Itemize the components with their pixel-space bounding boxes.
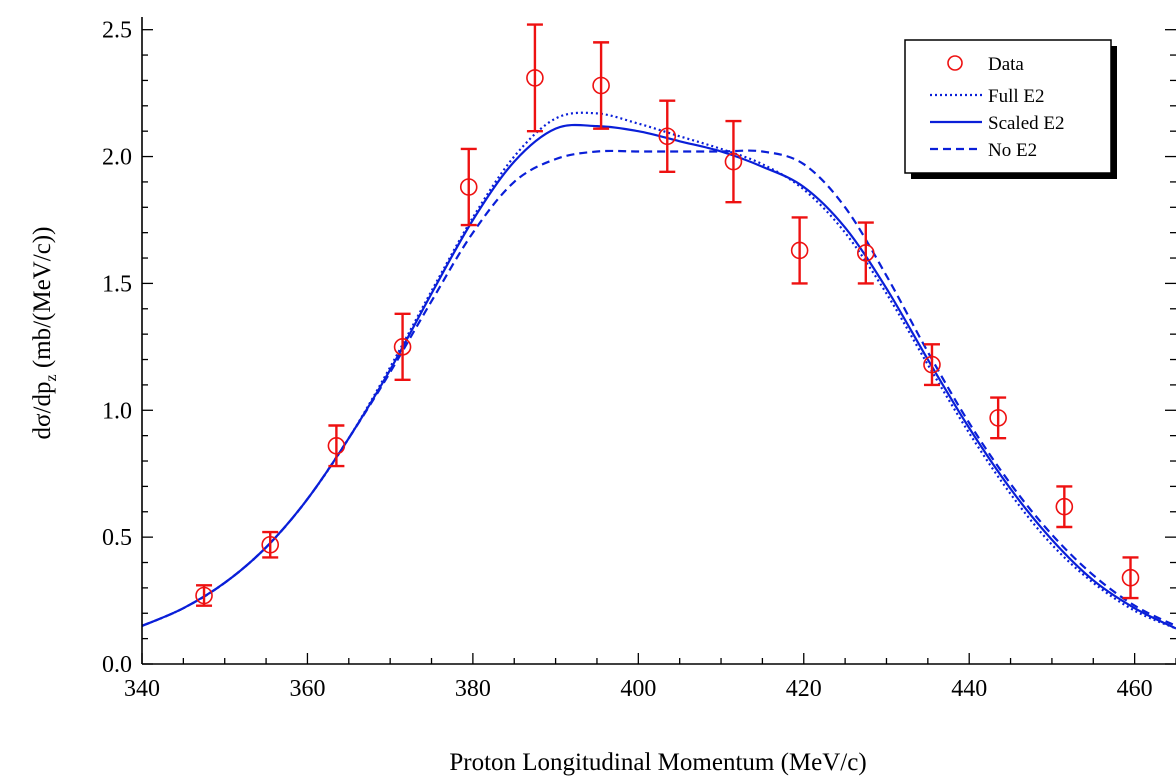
x-axis-title: Proton Longitudinal Momentum (MeV/c) xyxy=(449,749,866,776)
data-marker xyxy=(856,244,875,262)
data-point xyxy=(923,343,941,387)
data-point xyxy=(526,23,544,133)
data-point xyxy=(393,312,412,382)
data-marker xyxy=(989,409,1007,427)
data-point xyxy=(989,396,1007,440)
curve-scaled-e2 xyxy=(141,123,1176,630)
legend-box xyxy=(904,39,1112,174)
data-marker xyxy=(923,355,941,374)
y-tick-label: 0.5 xyxy=(102,525,132,551)
data-marker xyxy=(658,127,677,146)
legend-label-full-e2: Full E2 xyxy=(988,86,1044,107)
data-point xyxy=(195,584,213,607)
data-marker xyxy=(592,76,610,95)
x-tick-label: 400 xyxy=(620,676,656,702)
data-marker xyxy=(393,338,412,356)
x-tick-label: 360 xyxy=(289,676,325,702)
data-marker xyxy=(327,436,346,455)
y-axis-title-subscript: z xyxy=(43,374,60,381)
data-point xyxy=(327,424,346,468)
data-marker xyxy=(1055,497,1074,516)
x-tick-label: 440 xyxy=(951,676,987,702)
data-point xyxy=(1121,556,1140,600)
x-tick-label: 340 xyxy=(124,676,160,702)
data-point xyxy=(592,41,610,130)
data-point xyxy=(459,147,478,227)
x-tick-label: 460 xyxy=(1117,676,1153,702)
y-tick-label: 1.0 xyxy=(102,398,132,424)
data-point xyxy=(1055,485,1074,529)
legend-label-data: Data xyxy=(988,54,1024,75)
data-point xyxy=(658,99,677,173)
y-axis-title: dσ/dpz (mb/(MeV/c)) xyxy=(29,227,60,440)
data-marker xyxy=(195,586,213,605)
data-marker xyxy=(790,241,809,260)
curve-full-e2 xyxy=(141,111,1176,630)
y-tick-label: 2.5 xyxy=(102,18,132,44)
legend-label-scaled-e2: Scaled E2 xyxy=(988,113,1065,134)
legend-data-marker xyxy=(947,55,963,71)
y-tick-label: 0.0 xyxy=(102,652,132,678)
data-points xyxy=(195,23,1140,607)
data-marker xyxy=(526,69,544,87)
data-point xyxy=(790,216,809,285)
legend: Data Full E2 Scaled E2 No E2 xyxy=(904,39,1117,179)
y-tick-label: 1.5 xyxy=(102,271,132,297)
x-tick-label: 380 xyxy=(455,676,491,702)
data-marker xyxy=(261,535,280,554)
tick-marks: 340 360 380 400 420 440 460 0.0 0.5 1.0 1.5 2.0 2.5 xyxy=(102,18,1176,702)
y-axis-title-suffix: (mb/(MeV/c)) xyxy=(29,227,56,375)
x-tick-label: 420 xyxy=(786,676,822,702)
data-point xyxy=(261,530,280,559)
y-axis-title-prefix: dσ/dp xyxy=(29,382,56,440)
curve-no-e2 xyxy=(141,149,1176,627)
data-point xyxy=(856,221,875,285)
axes xyxy=(141,17,1176,665)
model-curves xyxy=(141,111,1176,630)
data-point xyxy=(724,119,743,204)
data-marker xyxy=(459,178,478,196)
data-marker xyxy=(1121,568,1140,587)
legend-label-no-e2: No E2 xyxy=(988,140,1037,161)
data-marker xyxy=(724,152,743,171)
y-tick-label: 2.0 xyxy=(102,145,132,171)
